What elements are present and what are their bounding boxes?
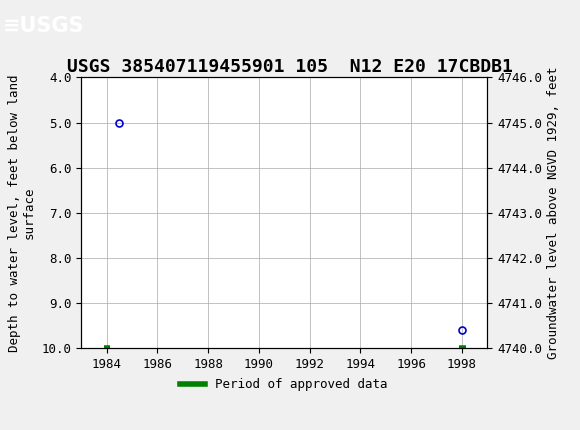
Text: USGS 385407119455901 105  N12 E20 17CBDB1: USGS 385407119455901 105 N12 E20 17CBDB1 bbox=[67, 58, 513, 76]
Legend: Period of approved data: Period of approved data bbox=[175, 373, 393, 396]
Y-axis label: Groundwater level above NGVD 1929, feet: Groundwater level above NGVD 1929, feet bbox=[548, 67, 560, 359]
Text: ≡USGS: ≡USGS bbox=[3, 16, 85, 36]
Y-axis label: Depth to water level, feet below land
surface: Depth to water level, feet below land su… bbox=[8, 74, 36, 352]
